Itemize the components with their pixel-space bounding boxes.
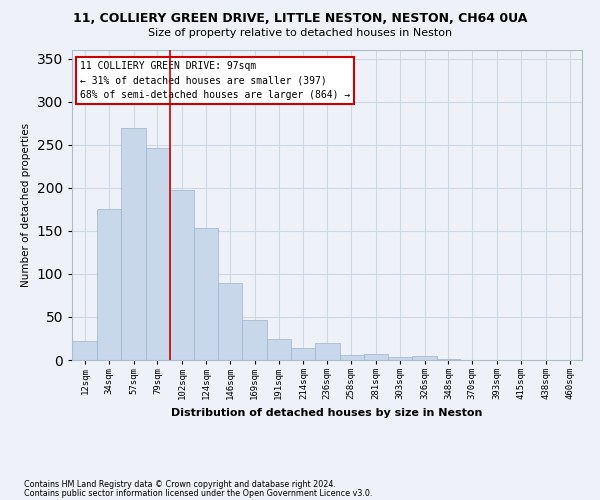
Bar <box>218 282 242 360</box>
Bar <box>364 354 388 360</box>
Text: 11, COLLIERY GREEN DRIVE, LITTLE NESTON, NESTON, CH64 0UA: 11, COLLIERY GREEN DRIVE, LITTLE NESTON,… <box>73 12 527 26</box>
X-axis label: Distribution of detached houses by size in Neston: Distribution of detached houses by size … <box>172 408 482 418</box>
Text: Contains public sector information licensed under the Open Government Licence v3: Contains public sector information licen… <box>24 488 373 498</box>
Bar <box>388 356 412 360</box>
Bar <box>316 343 340 360</box>
Text: Size of property relative to detached houses in Neston: Size of property relative to detached ho… <box>148 28 452 38</box>
Bar <box>291 348 316 360</box>
Y-axis label: Number of detached properties: Number of detached properties <box>21 123 31 287</box>
Bar <box>194 228 218 360</box>
Bar <box>146 148 170 360</box>
Bar <box>97 210 121 360</box>
Bar <box>266 340 291 360</box>
Bar <box>72 341 97 360</box>
Bar <box>340 355 364 360</box>
Bar <box>170 190 194 360</box>
Bar <box>121 128 146 360</box>
Text: Contains HM Land Registry data © Crown copyright and database right 2024.: Contains HM Land Registry data © Crown c… <box>24 480 336 489</box>
Bar <box>437 359 460 360</box>
Bar <box>242 320 266 360</box>
Text: 11 COLLIERY GREEN DRIVE: 97sqm
← 31% of detached houses are smaller (397)
68% of: 11 COLLIERY GREEN DRIVE: 97sqm ← 31% of … <box>80 61 350 100</box>
Bar <box>412 356 437 360</box>
